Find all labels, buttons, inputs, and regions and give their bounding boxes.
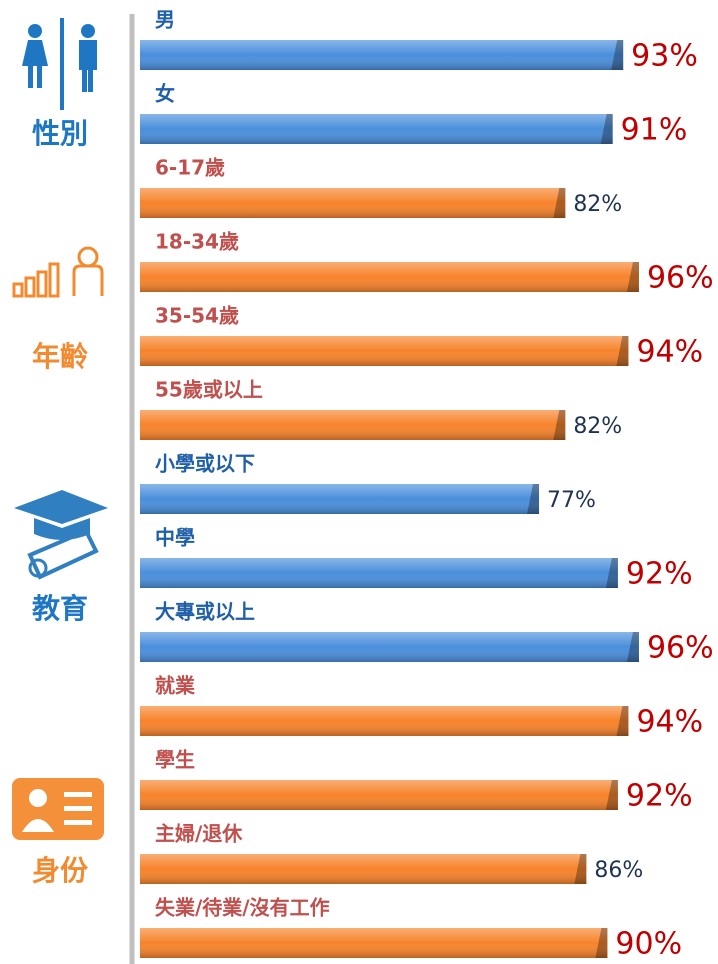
category-label: 女: [155, 82, 175, 106]
category-label: 55歲或以上: [155, 378, 263, 402]
bar-shade: [140, 40, 624, 70]
value-label: 90%: [615, 927, 682, 962]
category-label: 35-54歲: [155, 304, 239, 328]
bar-shade: [140, 484, 540, 514]
bar-shade: [140, 854, 587, 884]
age-icon: [12, 246, 104, 298]
bar-end: [626, 632, 639, 662]
bar-end: [553, 410, 566, 440]
bar-shade: [140, 336, 629, 366]
value-label: 86%: [594, 858, 643, 883]
category-label: 就業: [155, 674, 196, 698]
value-label: 92%: [626, 557, 693, 592]
bar-end: [600, 114, 613, 144]
category-label: 中學: [155, 526, 195, 550]
education-icon: [14, 490, 108, 580]
category-label: 小學或以下: [155, 452, 255, 476]
bar-shade: [140, 928, 608, 958]
identity-icon: [12, 778, 104, 840]
bar-shade: [140, 188, 566, 218]
bar-shade: [140, 558, 618, 588]
category-label: 6-17歲: [155, 156, 225, 180]
value-label: 96%: [647, 631, 714, 666]
value-label: 82%: [573, 192, 622, 217]
value-label: 96%: [647, 261, 714, 296]
group-label: 教育: [32, 592, 88, 625]
bar-end: [616, 706, 629, 736]
bar-shade: [140, 780, 618, 810]
category-label: 失業/待業/沒有工作: [155, 896, 330, 920]
value-label: 92%: [626, 779, 693, 814]
bar-shade: [140, 114, 613, 144]
bar-end: [553, 188, 566, 218]
category-label: 主婦/退休: [155, 822, 243, 846]
bar-shade: [140, 632, 639, 662]
bar-shade: [140, 706, 629, 736]
bar-shade: [140, 262, 639, 292]
category-label: 男: [155, 8, 175, 32]
category-label: 學生: [155, 748, 195, 772]
group-label: 性別: [32, 117, 88, 150]
bar-shade: [140, 410, 566, 440]
category-label: 大專或以上: [155, 600, 255, 624]
group-label: 身份: [32, 854, 88, 887]
bar-end: [611, 40, 624, 70]
bar-end: [527, 484, 540, 514]
gender-icon: [22, 18, 97, 110]
bar-end: [616, 336, 629, 366]
category-label: 18-34歲: [155, 230, 239, 254]
value-label: 82%: [573, 414, 622, 439]
bar-end: [605, 780, 618, 810]
bar-end: [574, 854, 587, 884]
value-label: 93%: [631, 39, 698, 74]
group-label: 年齡: [32, 340, 88, 373]
value-label: 94%: [636, 705, 703, 740]
bar-end: [626, 262, 639, 292]
value-label: 94%: [636, 335, 703, 370]
bar-end: [605, 558, 618, 588]
bar-end: [595, 928, 608, 958]
value-label: 91%: [621, 113, 688, 148]
value-label: 77%: [547, 488, 596, 513]
